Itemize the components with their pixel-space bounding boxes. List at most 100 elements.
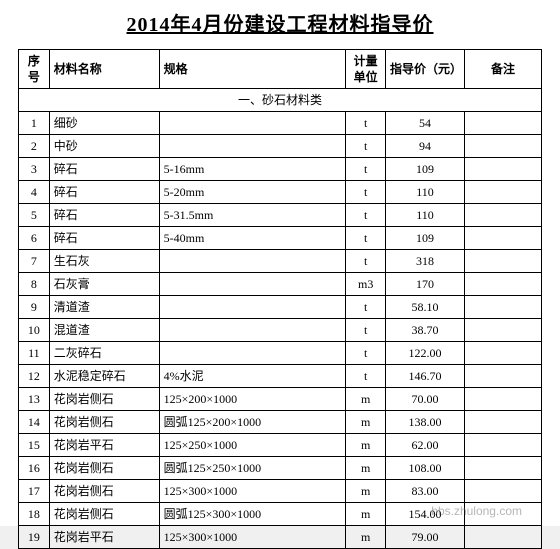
table-row: 11二灰碎石 t122.00: [19, 342, 542, 365]
cell-spec: 125×200×1000: [159, 388, 346, 411]
cell-spec: 圆弧125×300×1000: [159, 503, 346, 526]
cell-seq: 6: [19, 227, 50, 250]
cell-seq: 12: [19, 365, 50, 388]
cell-price: 79.00: [385, 526, 464, 549]
cell-note: [465, 411, 542, 434]
cell-name: 生石灰: [49, 250, 159, 273]
cell-seq: 2: [19, 135, 50, 158]
cell-price: 94: [385, 135, 464, 158]
cell-spec: 125×300×1000: [159, 480, 346, 503]
col-header-price: 指导价（元）: [385, 50, 464, 89]
table-row: 17花岗岩侧石125×300×1000m83.00: [19, 480, 542, 503]
cell-note: [465, 135, 542, 158]
section-row: 一、砂石材料类: [19, 89, 542, 112]
table-body: 一、砂石材料类 1细砂t542中砂t943碎石5-16mmt1094碎石5-20…: [19, 89, 542, 549]
table-row: 7生石灰t318: [19, 250, 542, 273]
cell-note: [465, 457, 542, 480]
cell-unit: t: [346, 365, 386, 388]
col-header-note: 备注: [465, 50, 542, 89]
cell-unit: t: [346, 204, 386, 227]
cell-note: [465, 480, 542, 503]
cell-spec: [159, 342, 346, 365]
table-row: 2中砂t94: [19, 135, 542, 158]
cell-spec: 5-16mm: [159, 158, 346, 181]
cell-name: 二灰碎石: [49, 342, 159, 365]
cell-name: 碎石: [49, 181, 159, 204]
cell-seq: 7: [19, 250, 50, 273]
cell-seq: 3: [19, 158, 50, 181]
cell-price: 110: [385, 181, 464, 204]
cell-note: [465, 158, 542, 181]
cell-name: 碎石: [49, 204, 159, 227]
cell-unit: m: [346, 388, 386, 411]
cell-unit: t: [346, 250, 386, 273]
cell-name: 中砂: [49, 135, 159, 158]
col-header-spec: 规格: [159, 50, 346, 89]
col-header-name: 材料名称: [49, 50, 159, 89]
table-row: 4碎石5-20mmt110: [19, 181, 542, 204]
cell-spec: 5-20mm: [159, 181, 346, 204]
table-row: 19花岗岩平石125×300×1000m79.00: [19, 526, 542, 549]
cell-name: 细砂: [49, 112, 159, 135]
table-row: 5碎石5-31.5mmt110: [19, 204, 542, 227]
cell-price: 109: [385, 227, 464, 250]
cell-price: 146.70: [385, 365, 464, 388]
table-row: 8石灰膏m3170: [19, 273, 542, 296]
page-title: 2014年4月份建设工程材料指导价: [18, 8, 542, 37]
cell-unit: t: [346, 342, 386, 365]
cell-spec: 4%水泥: [159, 365, 346, 388]
cell-seq: 5: [19, 204, 50, 227]
cell-spec: 125×250×1000: [159, 434, 346, 457]
table-row: 13花岗岩侧石125×200×1000m70.00: [19, 388, 542, 411]
cell-unit: t: [346, 112, 386, 135]
cell-seq: 11: [19, 342, 50, 365]
cell-name: 水泥稳定碎石: [49, 365, 159, 388]
cell-name: 清道渣: [49, 296, 159, 319]
table-row: 9清道渣t58.10: [19, 296, 542, 319]
table-row: 6碎石5-40mmt109: [19, 227, 542, 250]
cell-name: 花岗岩侧石: [49, 457, 159, 480]
cell-name: 花岗岩侧石: [49, 480, 159, 503]
col-header-unit: 计量 单位: [346, 50, 386, 89]
cell-note: [465, 181, 542, 204]
cell-spec: [159, 250, 346, 273]
cell-price: 108.00: [385, 457, 464, 480]
cell-note: [465, 319, 542, 342]
table-row: 12水泥稳定碎石4%水泥t146.70: [19, 365, 542, 388]
cell-spec: 5-40mm: [159, 227, 346, 250]
cell-unit: m: [346, 434, 386, 457]
cell-unit: m: [346, 480, 386, 503]
table-row: 10混道渣t38.70: [19, 319, 542, 342]
cell-note: [465, 526, 542, 549]
table-row: 1细砂t54: [19, 112, 542, 135]
cell-seq: 13: [19, 388, 50, 411]
cell-seq: 15: [19, 434, 50, 457]
cell-unit: m3: [346, 273, 386, 296]
cell-price: 122.00: [385, 342, 464, 365]
cell-spec: 5-31.5mm: [159, 204, 346, 227]
cell-name: 花岗岩平石: [49, 526, 159, 549]
cell-seq: 4: [19, 181, 50, 204]
cell-price: 154.00: [385, 503, 464, 526]
cell-unit: t: [346, 158, 386, 181]
table-row: 16花岗岩侧石圆弧125×250×1000m108.00: [19, 457, 542, 480]
cell-note: [465, 503, 542, 526]
cell-seq: 14: [19, 411, 50, 434]
cell-name: 碎石: [49, 158, 159, 181]
cell-unit: t: [346, 227, 386, 250]
cell-spec: 圆弧125×200×1000: [159, 411, 346, 434]
cell-price: 138.00: [385, 411, 464, 434]
cell-spec: [159, 112, 346, 135]
cell-note: [465, 434, 542, 457]
cell-price: 83.00: [385, 480, 464, 503]
cell-price: 38.70: [385, 319, 464, 342]
table-row: 14花岗岩侧石圆弧125×200×1000m138.00: [19, 411, 542, 434]
cell-note: [465, 250, 542, 273]
cell-seq: 10: [19, 319, 50, 342]
cell-price: 58.10: [385, 296, 464, 319]
cell-unit: t: [346, 181, 386, 204]
cell-price: 70.00: [385, 388, 464, 411]
cell-spec: 125×300×1000: [159, 526, 346, 549]
cell-seq: 1: [19, 112, 50, 135]
cell-unit: m: [346, 503, 386, 526]
